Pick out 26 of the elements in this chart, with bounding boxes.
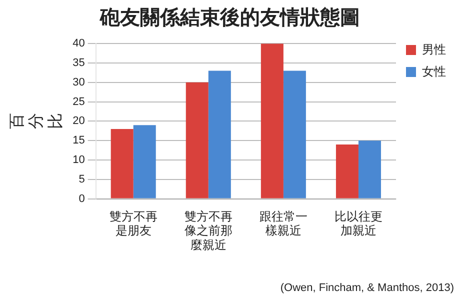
y-tick-label: 30 bbox=[72, 76, 85, 88]
legend-label: 女性 bbox=[422, 64, 446, 78]
y-tick-label: 5 bbox=[78, 173, 85, 186]
y-tick-label: 15 bbox=[72, 134, 85, 147]
y-tick-label: 20 bbox=[72, 115, 85, 128]
bar bbox=[186, 82, 208, 198]
bar bbox=[110, 128, 134, 198]
bar bbox=[133, 125, 156, 198]
y-axis-title: 百分比 bbox=[9, 113, 64, 130]
legend-label: 男性 bbox=[422, 42, 446, 56]
bar bbox=[260, 44, 284, 198]
x-tick-label: 雙方不再是朋友 bbox=[109, 209, 158, 238]
bar bbox=[283, 70, 306, 198]
y-tick-label: 25 bbox=[72, 96, 85, 108]
y-tick-label: 35 bbox=[72, 57, 85, 70]
x-tick-label: 比以往更加親近 bbox=[334, 209, 382, 238]
x-tick-label: 跟往常一樣親近 bbox=[259, 209, 308, 238]
chart-title: 砲友關係結束後的友情狀態圖 bbox=[98, 4, 361, 31]
text: (Owen, Fincham, & Manthos, 2013) bbox=[280, 282, 454, 294]
y-tick-label: 10 bbox=[72, 154, 85, 166]
y-tick-label: 40 bbox=[72, 38, 85, 50]
bar bbox=[358, 140, 381, 198]
bar bbox=[208, 70, 231, 198]
x-tick-label: 雙方不再像之前那麼親近 bbox=[184, 209, 232, 252]
bar bbox=[336, 144, 358, 198]
y-tick-label: 0 bbox=[78, 192, 85, 205]
